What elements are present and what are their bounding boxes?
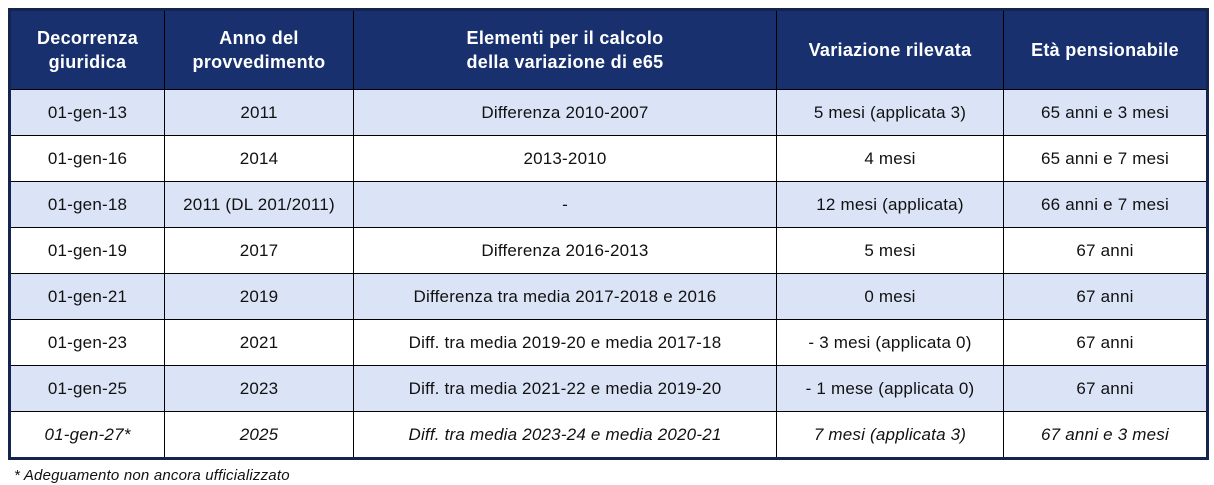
cell-anno: 2011 (DL 201/2011) [164,181,354,228]
cell-variazione: 5 mesi (applicata 3) [776,89,1004,136]
cell-decorrenza: 01-gen-16 [9,135,165,182]
table-row: 01-gen-21 2019 Differenza tra media 2017… [9,273,1208,320]
cell-elementi: Diff. tra media 2023-24 e media 2020-21 [353,411,777,459]
cell-anno: 2019 [164,273,354,320]
cell-variazione: 0 mesi [776,273,1004,320]
cell-variazione: 7 mesi (applicata 3) [776,411,1004,459]
cell-anno: 2025 [164,411,354,459]
cell-decorrenza: 01-gen-25 [9,365,165,412]
cell-elementi: Differenza 2010-2007 [353,89,777,136]
cell-anno: 2014 [164,135,354,182]
header-anno-del-provvedimento: Anno del provvedimento [164,9,354,90]
cell-anno: 2021 [164,319,354,366]
footnote: * Adeguamento non ancora ufficializzato [14,467,290,484]
cell-elementi: Diff. tra media 2019-20 e media 2017-18 [353,319,777,366]
header-row: Decorrenza giuridica Anno del provvedime… [9,9,1208,90]
cell-eta: 67 anni [1003,273,1208,320]
pension-age-table: Decorrenza giuridica Anno del provvedime… [8,8,1209,460]
cell-elementi: 2013-2010 [353,135,777,182]
header-decorrenza-giuridica: Decorrenza giuridica [9,9,165,90]
table-row-provisional: 01-gen-27* 2025 Diff. tra media 2023-24 … [9,411,1208,459]
header-elementi-calcolo: Elementi per il calcolo della variazione… [353,9,777,90]
table-row: 01-gen-18 2011 (DL 201/2011) - 12 mesi (… [9,181,1208,228]
cell-decorrenza: 01-gen-23 [9,319,165,366]
cell-decorrenza: 01-gen-21 [9,273,165,320]
cell-eta: 65 anni e 7 mesi [1003,135,1208,182]
cell-elementi: Diff. tra media 2021-22 e media 2019-20 [353,365,777,412]
cell-variazione: 4 mesi [776,135,1004,182]
cell-eta: 67 anni [1003,365,1208,412]
cell-variazione: - 3 mesi (applicata 0) [776,319,1004,366]
cell-variazione: - 1 mese (applicata 0) [776,365,1004,412]
cell-eta: 65 anni e 3 mesi [1003,89,1208,136]
cell-eta: 67 anni e 3 mesi [1003,411,1208,459]
table-row: 01-gen-25 2023 Diff. tra media 2021-22 e… [9,365,1208,412]
cell-eta: 67 anni [1003,227,1208,274]
header-eta-pensionabile: Età pensionabile [1003,9,1208,90]
cell-decorrenza: 01-gen-13 [9,89,165,136]
table-row: 01-gen-23 2021 Diff. tra media 2019-20 e… [9,319,1208,366]
table-row: 01-gen-13 2011 Differenza 2010-2007 5 me… [9,89,1208,136]
cell-elementi: Differenza tra media 2017-2018 e 2016 [353,273,777,320]
cell-anno: 2011 [164,89,354,136]
cell-decorrenza: 01-gen-27* [9,411,165,459]
cell-decorrenza: 01-gen-19 [9,227,165,274]
table-row: 01-gen-16 2014 2013-2010 4 mesi 65 anni … [9,135,1208,182]
cell-eta: 66 anni e 7 mesi [1003,181,1208,228]
cell-eta: 67 anni [1003,319,1208,366]
cell-elementi: Differenza 2016-2013 [353,227,777,274]
header-variazione-rilevata: Variazione rilevata [776,9,1004,90]
cell-variazione: 12 mesi (applicata) [776,181,1004,228]
table-row: 01-gen-19 2017 Differenza 2016-2013 5 me… [9,227,1208,274]
cell-decorrenza: 01-gen-18 [9,181,165,228]
cell-anno: 2023 [164,365,354,412]
cell-anno: 2017 [164,227,354,274]
cell-variazione: 5 mesi [776,227,1004,274]
cell-elementi: - [353,181,777,228]
